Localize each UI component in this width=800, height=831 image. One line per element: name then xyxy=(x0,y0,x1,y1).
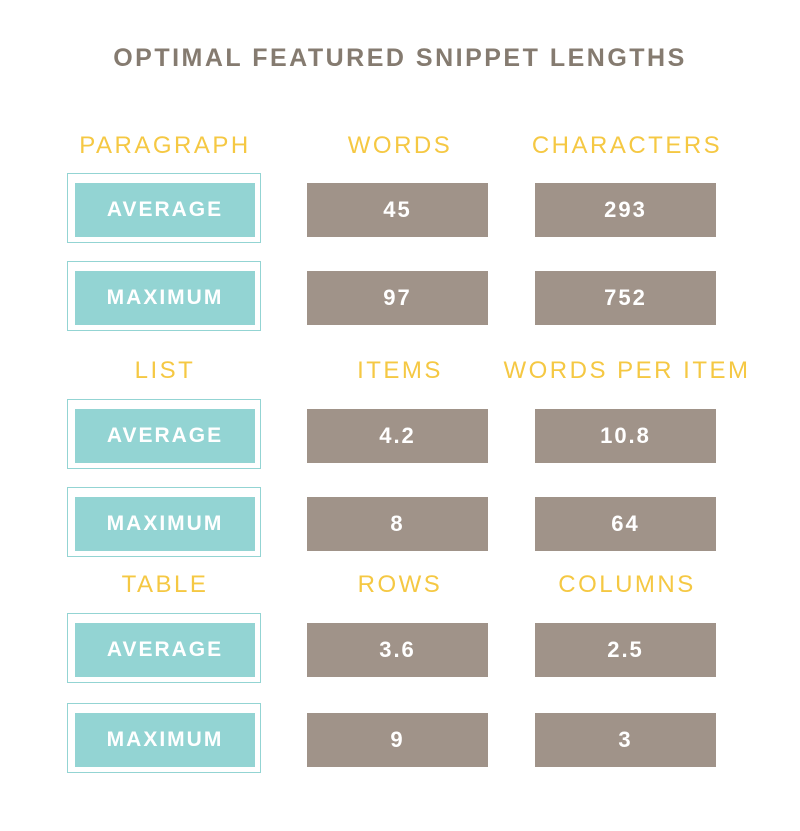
value-cell: 45 xyxy=(307,183,488,237)
label-frame xyxy=(67,487,261,557)
row-label: MAXIMUM xyxy=(75,497,255,551)
row-label: MAXIMUM xyxy=(75,713,255,767)
label-frame xyxy=(67,261,261,331)
row-label: AVERAGE xyxy=(75,183,255,237)
row-label: MAXIMUM xyxy=(75,271,255,325)
column-header: WORDS xyxy=(347,132,453,159)
column-header: ROWS xyxy=(357,571,443,598)
value-cell: 293 xyxy=(535,183,716,237)
page-title: OPTIMAL FEATURED SNIPPET LENGTHS xyxy=(113,44,687,72)
column-header: WORDS PER ITEM xyxy=(503,357,751,384)
column-header: ITEMS xyxy=(357,357,443,384)
section-title: TABLE xyxy=(121,571,209,598)
label-frame xyxy=(67,173,261,243)
value-cell: 10.8 xyxy=(535,409,716,463)
label-frame xyxy=(67,399,261,469)
section-title: LIST xyxy=(134,357,196,384)
value-cell: 752 xyxy=(535,271,716,325)
value-cell: 3 xyxy=(535,713,716,767)
value-cell: 3.6 xyxy=(307,623,488,677)
row-label: AVERAGE xyxy=(75,409,255,463)
value-cell: 64 xyxy=(535,497,716,551)
column-header: COLUMNS xyxy=(558,571,696,598)
value-cell: 97 xyxy=(307,271,488,325)
label-frame xyxy=(67,703,261,773)
label-frame xyxy=(67,613,261,683)
value-cell: 9 xyxy=(307,713,488,767)
column-header: CHARACTERS xyxy=(531,132,723,159)
row-label: AVERAGE xyxy=(75,623,255,677)
value-cell: 2.5 xyxy=(535,623,716,677)
value-cell: 8 xyxy=(307,497,488,551)
value-cell: 4.2 xyxy=(307,409,488,463)
section-title: PARAGRAPH xyxy=(79,132,251,159)
